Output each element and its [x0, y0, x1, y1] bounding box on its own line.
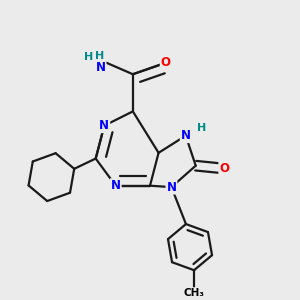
Text: N: N [167, 181, 176, 194]
Text: O: O [161, 56, 171, 69]
Text: N: N [96, 61, 106, 74]
Text: N: N [99, 119, 109, 132]
Text: H: H [95, 51, 105, 61]
Text: O: O [219, 162, 229, 175]
Text: N: N [181, 129, 191, 142]
Text: H: H [84, 52, 93, 62]
Text: H: H [197, 123, 206, 133]
Text: CH₃: CH₃ [184, 288, 205, 298]
Text: N: N [111, 179, 121, 192]
